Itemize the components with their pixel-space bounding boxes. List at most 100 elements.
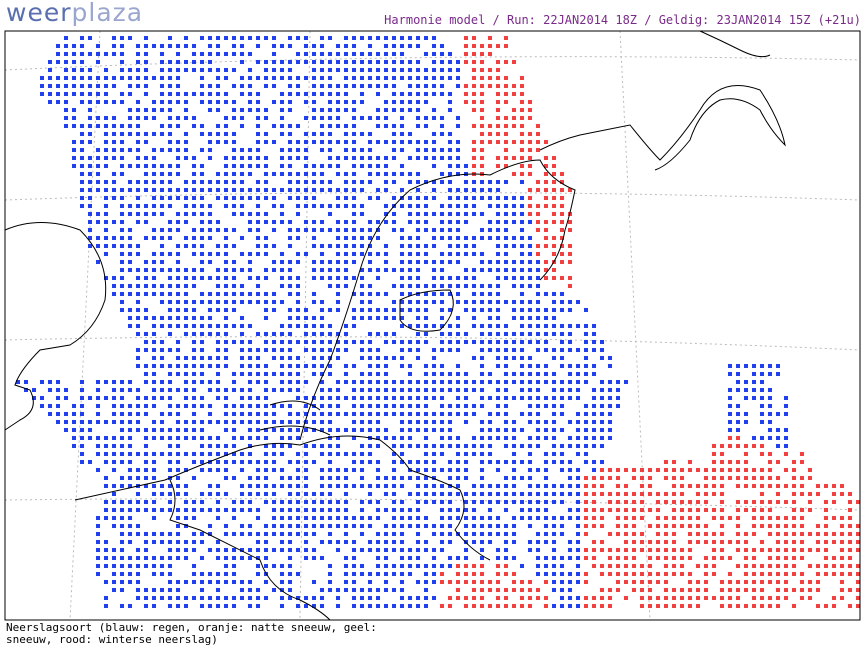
blue-dot [208, 436, 212, 440]
blue-dot [240, 532, 244, 536]
blue-dot [368, 308, 372, 312]
blue-dot [120, 132, 124, 136]
blue-dot [368, 500, 372, 504]
blue-dot [240, 212, 244, 216]
blue-dot [384, 244, 388, 248]
blue-dot [400, 284, 404, 288]
blue-dot [256, 164, 260, 168]
red-dot [504, 76, 508, 80]
red-dot [648, 492, 652, 496]
blue-dot [408, 236, 412, 240]
blue-dot [424, 324, 428, 328]
blue-dot [304, 500, 308, 504]
blue-dot [552, 604, 556, 608]
blue-dot [136, 180, 140, 184]
blue-dot [408, 60, 412, 64]
red-dot [672, 500, 676, 504]
blue-dot [296, 340, 300, 344]
red-dot [792, 540, 796, 544]
blue-dot [408, 292, 412, 296]
blue-dot [272, 76, 276, 80]
blue-dot [384, 100, 388, 104]
blue-dot [464, 388, 468, 392]
blue-dot [136, 452, 140, 456]
blue-dot [168, 252, 172, 256]
blue-dot [72, 140, 76, 144]
blue-dot [400, 364, 404, 368]
blue-dot [536, 396, 540, 400]
blue-dot [64, 36, 68, 40]
blue-dot [336, 156, 340, 160]
blue-dot [544, 308, 548, 312]
blue-dot [376, 372, 380, 376]
blue-dot [104, 604, 108, 608]
blue-dot [440, 124, 444, 128]
blue-dot [144, 444, 148, 448]
blue-dot [176, 428, 180, 432]
blue-dot [360, 268, 364, 272]
red-dot [840, 492, 844, 496]
blue-dot [472, 284, 476, 288]
blue-dot [440, 564, 444, 568]
blue-dot [568, 588, 572, 592]
blue-dot [432, 276, 436, 280]
blue-dot [96, 404, 100, 408]
blue-dot [464, 204, 468, 208]
red-dot [808, 468, 812, 472]
blue-dot [112, 420, 116, 424]
blue-dot [248, 84, 252, 88]
blue-dot [200, 92, 204, 96]
blue-dot [232, 428, 236, 432]
red-dot [720, 492, 724, 496]
blue-dot [448, 500, 452, 504]
blue-dot [136, 244, 140, 248]
blue-dot [392, 180, 396, 184]
blue-dot [312, 100, 316, 104]
blue-dot [264, 380, 268, 384]
blue-dot [184, 436, 188, 440]
blue-dot [776, 436, 780, 440]
blue-dot [288, 364, 292, 368]
blue-dot [416, 44, 420, 48]
blue-dot [352, 340, 356, 344]
blue-dot [608, 404, 612, 408]
blue-dot [296, 308, 300, 312]
blue-dot [288, 556, 292, 560]
blue-dot [104, 508, 108, 512]
blue-dot [288, 596, 292, 600]
blue-dot [512, 380, 516, 384]
blue-dot [296, 60, 300, 64]
blue-dot [552, 564, 556, 568]
blue-dot [488, 540, 492, 544]
blue-dot [360, 180, 364, 184]
blue-dot [144, 84, 148, 88]
blue-dot [512, 540, 516, 544]
blue-dot [256, 548, 260, 552]
red-dot [728, 588, 732, 592]
blue-dot [384, 572, 388, 576]
blue-dot [240, 292, 244, 296]
red-dot [848, 564, 852, 568]
red-dot [656, 604, 660, 608]
blue-dot [336, 548, 340, 552]
blue-dot [552, 316, 556, 320]
blue-dot [408, 324, 412, 328]
blue-dot [136, 308, 140, 312]
blue-dot [736, 372, 740, 376]
blue-dot [184, 396, 188, 400]
blue-dot [232, 188, 236, 192]
blue-dot [200, 212, 204, 216]
blue-dot [424, 388, 428, 392]
red-dot [664, 580, 668, 584]
blue-dot [168, 500, 172, 504]
blue-dot [368, 516, 372, 520]
blue-dot [136, 356, 140, 360]
blue-dot [96, 100, 100, 104]
blue-dot [448, 68, 452, 72]
blue-dot [464, 444, 468, 448]
blue-dot [104, 180, 108, 184]
blue-dot [352, 276, 356, 280]
blue-dot [232, 284, 236, 288]
blue-dot [384, 308, 388, 312]
blue-dot [504, 380, 508, 384]
